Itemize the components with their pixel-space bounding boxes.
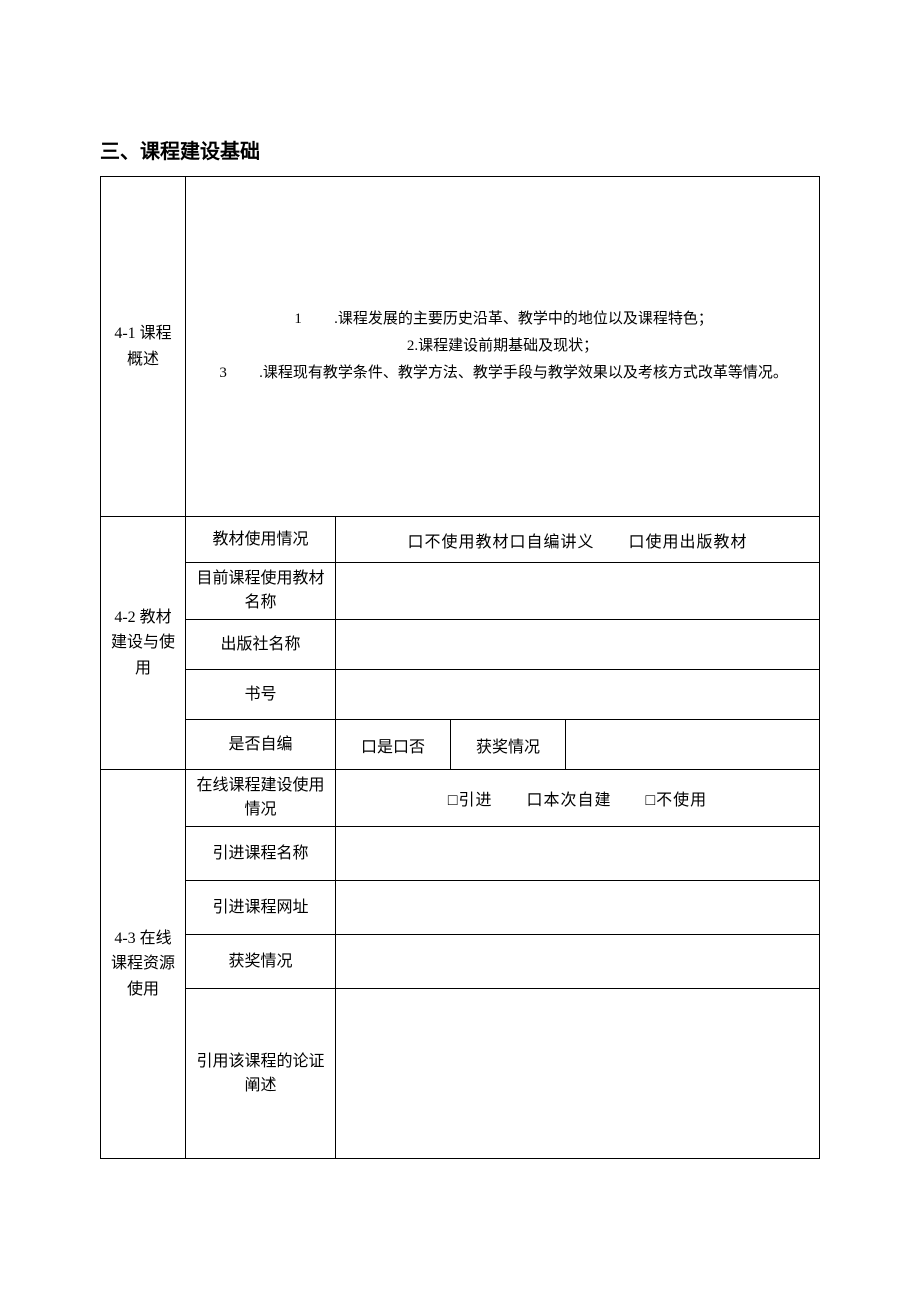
row-43-r5-value [336, 989, 820, 1159]
row-43-r1-options: □引进 口本次自建 □不使用 [336, 770, 820, 827]
row-42-r5-sub-label: 获奖情况 [451, 720, 566, 770]
row-43-r5-label: 引用该课程的论证阐述 [186, 989, 336, 1159]
row-43-r4-value [336, 935, 820, 989]
row-41-content: 1 .课程发展的主要历史沿革、教学中的地位以及课程特色； 2.课程建设前期基础及… [186, 177, 820, 517]
row-42-r3-value [336, 620, 820, 670]
row-43-r3-label: 引进课程网址 [186, 881, 336, 935]
row-42-r4-value [336, 670, 820, 720]
item3-text: .课程现有教学条件、教学方法、教学手段与教学效果以及考核方式改革等情况。 [259, 365, 788, 381]
item1-num: 1 [292, 306, 304, 333]
item3-num: 3 [217, 360, 229, 387]
row-43-r4-label: 获奖情况 [186, 935, 336, 989]
row-42-r1-label: 教材使用情况 [186, 517, 336, 563]
row-42-r4-label: 书号 [186, 670, 336, 720]
row-43-r3-value [336, 881, 820, 935]
section-title: 三、课程建设基础 [100, 135, 820, 164]
row-42-r5-value [566, 720, 820, 770]
row-43-r1-label: 在线课程建设使用情况 [186, 770, 336, 827]
row-42-r2-label: 目前课程使用教材名称 [186, 563, 336, 620]
row-42-r5-label: 是否自编 [186, 720, 336, 770]
row-42-r5-opt: 口是口否 [336, 720, 451, 770]
row-42-r3-label: 出版社名称 [186, 620, 336, 670]
row-41-label: 4-1 课程 概述 [101, 177, 186, 517]
row-42-r1-options: 口不使用教材口自编讲义 口使用出版教材 [336, 517, 820, 563]
row-43-side-label: 4-3 在线课程资源使用 [101, 770, 186, 1159]
row-43-r2-label: 引进课程名称 [186, 827, 336, 881]
row-43-r2-value [336, 827, 820, 881]
course-foundation-table: 4-1 课程 概述 1 .课程发展的主要历史沿革、教学中的地位以及课程特色； 2… [100, 176, 820, 1159]
item2-text: 2.课程建设前期基础及现状； [192, 333, 813, 360]
item1-text: .课程发展的主要历史沿革、教学中的地位以及课程特色； [334, 311, 713, 327]
row-42-side-label: 4-2 教材建设与使用 [101, 517, 186, 770]
row-42-r2-value [336, 563, 820, 620]
